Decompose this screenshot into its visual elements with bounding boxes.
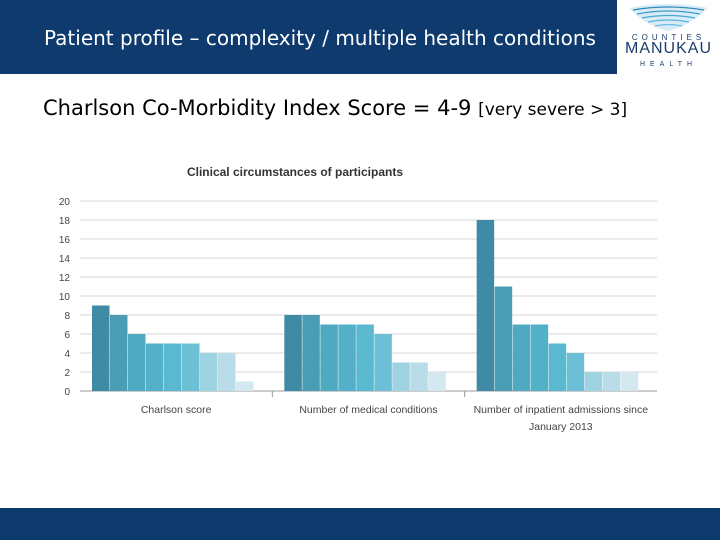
bar: [284, 315, 302, 391]
y-tick-label: 8: [64, 311, 70, 322]
bar: [512, 324, 531, 391]
bar: [320, 324, 338, 391]
bar: [218, 353, 236, 391]
x-category-label: Number of inpatient admissions since: [474, 404, 649, 416]
bar: [302, 315, 320, 391]
y-tick-label: 16: [59, 235, 71, 246]
bar-chart: 0 2 4 6 8 10 12 14 16 18 20 Charlson score Number o…: [59, 165, 657, 433]
counties-manukau-logo: COUNTIES MANUKAU HEALTH: [617, 0, 720, 74]
bar: [374, 334, 392, 391]
bar: [146, 343, 164, 391]
bar: [584, 372, 603, 391]
bar: [494, 286, 513, 391]
y-tick-label: 12: [59, 273, 71, 284]
bar: [602, 372, 621, 391]
bar: [566, 353, 585, 391]
subtitle-main: Charlson Co-Morbidity Index Score = 4-9: [43, 96, 479, 120]
bar: [530, 324, 549, 391]
subtitle: Charlson Co-Morbidity Index Score = 4-9 …: [43, 96, 627, 120]
logo-text-health: HEALTH: [639, 61, 698, 68]
chart-panel: 0 2 4 6 8 10 12 14 16 18 20 Charlson score Number o…: [45, 150, 680, 450]
bar: [128, 334, 146, 391]
footer-bar: [0, 508, 720, 540]
bar: [410, 362, 428, 391]
y-tick-label: 20: [59, 197, 71, 208]
x-category-label-line2: January 2013: [529, 421, 593, 433]
y-tick-label: 4: [64, 349, 70, 360]
bar: [548, 343, 567, 391]
bar: [392, 362, 410, 391]
bar: [164, 343, 182, 391]
y-tick-label: 0: [64, 387, 70, 398]
bar: [428, 372, 446, 391]
y-tick-label: 10: [59, 292, 71, 303]
logo-text-manukau: MANUKAU: [624, 40, 712, 57]
bar: [110, 315, 128, 391]
logo-text-counties: COUNTIES: [631, 33, 706, 42]
bar: [236, 381, 254, 391]
chart-title: Clinical circumstances of participants: [187, 165, 403, 179]
bar: [338, 324, 356, 391]
wing-icon: [629, 4, 708, 31]
y-tick-label: 2: [64, 368, 70, 379]
y-tick-label: 6: [64, 330, 70, 341]
subtitle-note: [very severe > 3]: [478, 100, 628, 120]
y-tick-label: 18: [59, 216, 71, 227]
y-tick-label: 14: [59, 254, 71, 265]
x-category-label: Number of medical conditions: [299, 404, 437, 416]
header-bar: Patient profile – complexity / multiple …: [0, 0, 617, 74]
bar: [200, 353, 218, 391]
bar: [620, 372, 639, 391]
y-axis-ticks: 0 2 4 6 8 10 12 14 16 18 20: [59, 197, 71, 398]
bar: [356, 324, 374, 391]
bar: [476, 220, 495, 391]
bars: [92, 220, 639, 391]
x-category-label: Charlson score: [141, 404, 212, 416]
bar: [92, 305, 110, 391]
x-axis-labels: Charlson score Number of medical conditio…: [141, 391, 648, 433]
bar: [182, 343, 200, 391]
slide-title: Patient profile – complexity / multiple …: [44, 26, 596, 50]
